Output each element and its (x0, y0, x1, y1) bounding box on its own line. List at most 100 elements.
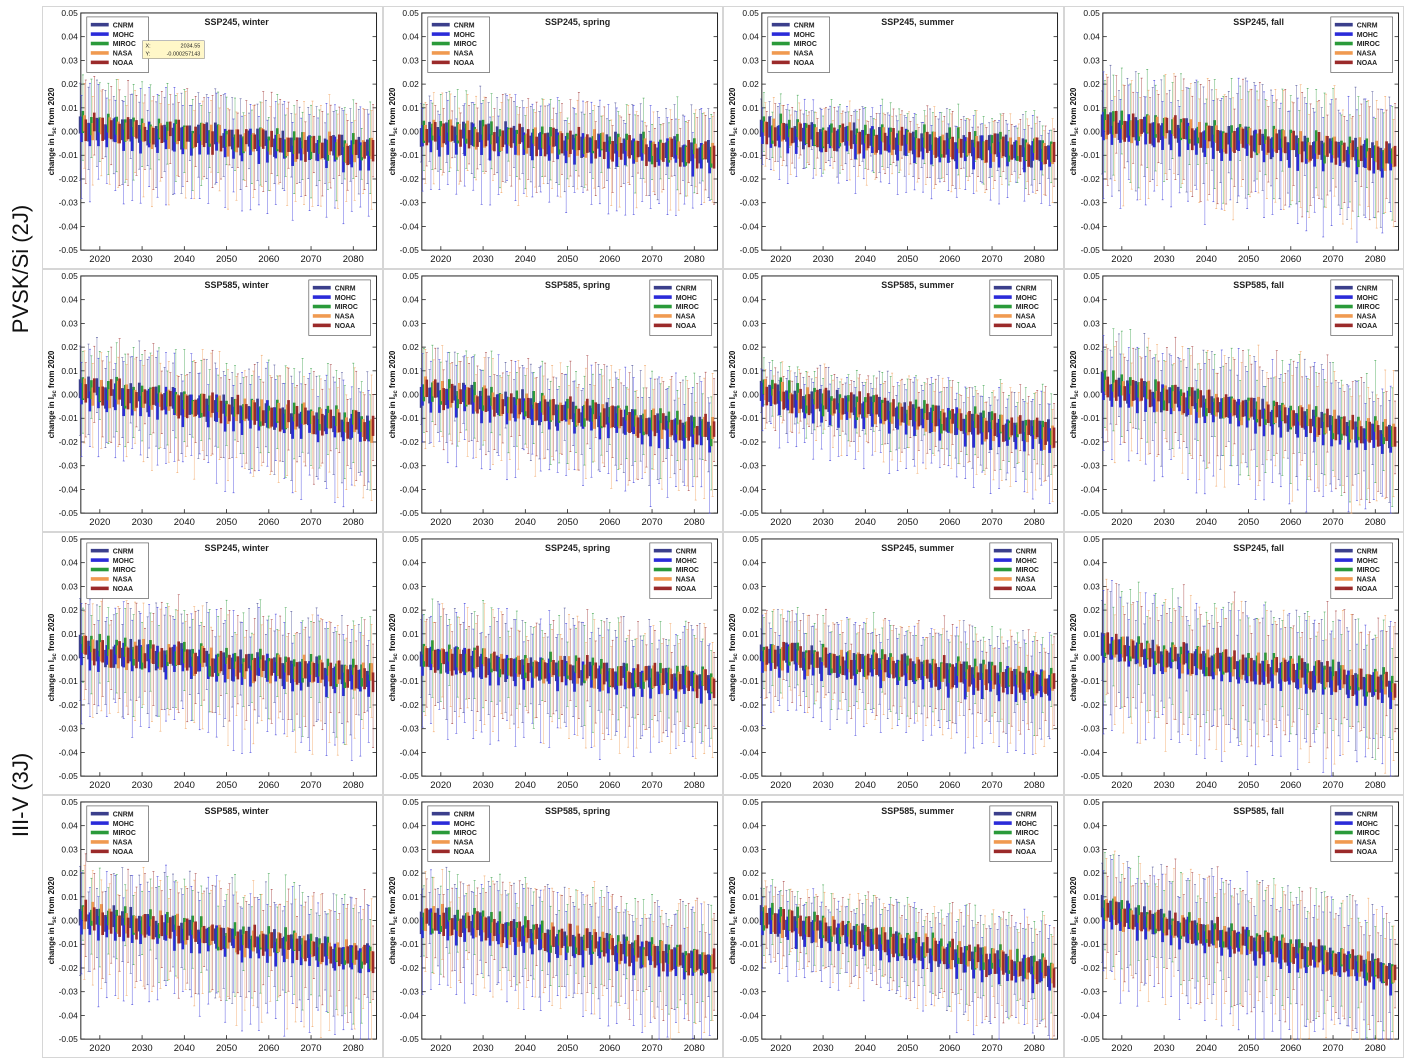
box-noaa (841, 123, 845, 142)
box-miroc (140, 385, 144, 408)
box-noaa (883, 397, 887, 422)
box-nasa (651, 141, 655, 156)
legend-label-nasa: NASA (453, 51, 473, 58)
box-mohc (657, 141, 660, 166)
box-mohc (615, 143, 618, 167)
box-nasa (533, 127, 537, 147)
chart-svg: 0.05 0.04 0.03 0.02 0.01 0.00 -0.01 -0.02 -0.03 -… (1068, 8, 1399, 265)
y-tick-label: -0.01 (399, 150, 419, 160)
box-cnrm (818, 388, 822, 412)
box-mohc (547, 136, 551, 161)
y-tick-label: 0.04 (402, 32, 419, 42)
box-miroc (318, 407, 321, 431)
x-tick-label: 2020 (89, 254, 110, 265)
box-mohc (640, 140, 643, 161)
box-noaa (143, 126, 147, 142)
box-miroc (149, 124, 152, 144)
box-nasa (432, 119, 435, 136)
box-noaa (1148, 123, 1151, 144)
box-miroc (1136, 120, 1140, 141)
box-miroc (709, 425, 712, 447)
box-nasa (201, 393, 204, 413)
y-tick-label: -0.02 (399, 174, 419, 184)
box-mohc (879, 402, 883, 424)
box-mohc (462, 384, 466, 412)
box-miroc (199, 393, 203, 418)
box-mohc (572, 138, 576, 165)
y-tick-label: 0.04 (1083, 32, 1100, 42)
box-cnrm (163, 392, 166, 410)
box-nasa (823, 129, 826, 147)
box-miroc (174, 391, 178, 414)
x-tick-label: 2060 (1280, 254, 1301, 265)
box-miroc (771, 379, 774, 396)
legend-label-cnrm: CNRM (1356, 22, 1377, 29)
box-noaa (636, 417, 639, 438)
box-miroc (1049, 141, 1053, 163)
box-miroc (948, 127, 952, 150)
x-tick-label: 2080 (343, 517, 364, 528)
box-miroc (90, 380, 93, 400)
box-miroc (675, 133, 679, 156)
box-noaa (278, 137, 282, 153)
box-mohc (1101, 111, 1105, 141)
x-tick-label: 2030 (132, 517, 153, 528)
box-cnrm (861, 129, 864, 145)
box-cnrm (706, 140, 710, 163)
y-axis-label-part: change in I (47, 134, 56, 175)
legend-label-mohc: MOHC (335, 295, 356, 302)
box-mohc (130, 127, 134, 152)
x-tick-label: 2040 (1195, 254, 1216, 265)
box-cnrm (1243, 126, 1247, 149)
legend-label-noaa: NOAA (675, 323, 695, 330)
box-miroc (692, 416, 696, 435)
legend-label-noaa: NOAA (1356, 60, 1376, 67)
box-mohc (156, 128, 159, 153)
legend-swatch-mohc (1334, 32, 1353, 36)
box-miroc (498, 129, 501, 152)
box-mohc (333, 136, 337, 162)
box-miroc (199, 122, 203, 142)
box-mohc (938, 136, 942, 163)
box-cnrm (1336, 141, 1340, 158)
box-nasa (176, 394, 179, 416)
box-mohc (80, 383, 83, 405)
legend-swatch-nasa (431, 51, 450, 55)
box-cnrm (95, 378, 99, 396)
box-miroc (360, 145, 364, 161)
box-cnrm (655, 413, 659, 433)
box-mohc (420, 125, 424, 147)
box-miroc (540, 392, 544, 413)
box-noaa (866, 393, 870, 414)
box-cnrm (146, 390, 149, 413)
box-cnrm (205, 398, 209, 422)
box-nasa (780, 381, 784, 402)
box-cnrm (478, 390, 482, 410)
box-noaa (509, 393, 513, 414)
box-miroc (990, 135, 994, 154)
legend-label-cnrm: CNRM (335, 285, 356, 292)
y-tick-label: -0.02 (399, 437, 419, 447)
y-axis-label-part: from 2020 (728, 87, 737, 127)
box-miroc (889, 402, 892, 423)
box-miroc (692, 138, 696, 155)
box-cnrm (622, 417, 625, 434)
box-noaa (1224, 132, 1227, 154)
box-nasa (516, 399, 520, 419)
box-miroc (351, 133, 355, 155)
box-miroc (1255, 133, 1258, 156)
box-nasa (116, 380, 120, 405)
box-mohc (420, 384, 424, 406)
box-noaa (1367, 148, 1371, 171)
box-mohc (862, 130, 866, 159)
x-tick-label: 2060 (939, 517, 960, 528)
box-noaa (1027, 144, 1031, 167)
box-nasa (99, 117, 103, 135)
box-nasa (499, 394, 503, 416)
box-noaa (304, 139, 307, 162)
box-noaa (782, 391, 786, 410)
box-miroc (506, 127, 510, 145)
box-cnrm (987, 135, 991, 151)
box-mohc (854, 134, 857, 160)
x-tick-label: 2070 (301, 517, 322, 528)
